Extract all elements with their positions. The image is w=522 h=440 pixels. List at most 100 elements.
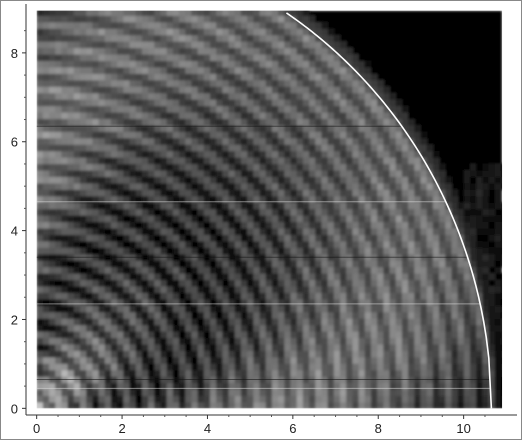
heatmap-cell (247, 266, 254, 274)
heatmap-cell (370, 266, 378, 274)
heatmap-cell (253, 10, 261, 16)
heatmap-cell (321, 221, 329, 229)
heatmap-cell (253, 311, 261, 319)
heatmap-cell (197, 105, 205, 113)
heatmap-cell (259, 401, 267, 409)
heatmap-cell (302, 298, 310, 306)
heatmap-cell (92, 305, 100, 313)
heatmap-cell (191, 137, 199, 145)
heatmap-cell (117, 157, 124, 165)
heatmap-cell (284, 395, 292, 403)
heatmap-cell (296, 292, 304, 300)
heatmap-cell (370, 350, 378, 358)
heatmap-cell (278, 118, 285, 126)
heatmap-cell (290, 202, 298, 210)
heatmap-cell (98, 105, 106, 113)
heatmap-cell (296, 221, 304, 229)
heatmap-cell (321, 350, 329, 358)
heatmap-cell (67, 10, 75, 16)
heatmap-cell (259, 202, 267, 210)
heatmap-cell (271, 53, 279, 62)
heatmap-cell (80, 221, 87, 229)
heatmap-cell (49, 79, 56, 87)
heatmap-cell (36, 279, 44, 287)
heatmap-cell (197, 137, 205, 145)
heatmap-cell (265, 356, 273, 364)
heatmap-cell (389, 150, 397, 158)
arc-overlay (285, 12, 493, 409)
heatmap-cell (271, 105, 279, 113)
heatmap-cell (302, 305, 310, 313)
heatmap-cell (49, 337, 56, 345)
heatmap-cell (247, 150, 254, 158)
heatmap-cell (259, 324, 267, 332)
heatmap-cell (500, 182, 503, 190)
heatmap-cell (457, 395, 465, 403)
heatmap-cell (259, 99, 267, 107)
heatmap-cell (439, 169, 446, 177)
heatmap-cell (160, 15, 168, 23)
heatmap-cell (73, 337, 81, 345)
heatmap-cell (383, 92, 391, 100)
heatmap-cell (315, 66, 323, 74)
heatmap-cell (278, 10, 285, 16)
heatmap-cell (271, 176, 279, 184)
heatmap-cell (141, 169, 149, 177)
heatmap-cell (129, 163, 137, 171)
heatmap-cell (358, 401, 366, 409)
heatmap-cell (222, 131, 230, 139)
heatmap-cell (129, 298, 137, 306)
heatmap-cell (104, 369, 112, 377)
heatmap-cell (92, 137, 100, 145)
heatmap-cell (148, 382, 155, 390)
heatmap-cell (123, 318, 131, 326)
heatmap-cell (389, 273, 397, 281)
heatmap-cell (110, 99, 118, 107)
heatmap-cell (92, 208, 100, 216)
heatmap-cell (352, 150, 360, 158)
heatmap-cell (104, 34, 112, 42)
heatmap-cell (265, 215, 273, 223)
heatmap-cell (259, 273, 267, 281)
heatmap-cell (110, 105, 118, 113)
heatmap-cell (321, 41, 329, 49)
heatmap-cell (117, 10, 124, 16)
heatmap-cell (148, 157, 155, 165)
heatmap-cell (290, 137, 298, 145)
heatmap-cell (67, 176, 75, 184)
heatmap-cell (296, 195, 304, 203)
heatmap-cell (129, 273, 137, 281)
heatmap-cell (333, 395, 341, 403)
heatmap-cell (340, 144, 347, 152)
heatmap-cell (352, 273, 360, 281)
heatmap-cell (247, 34, 254, 42)
heatmap-cell (216, 60, 223, 68)
heatmap-cell (179, 382, 186, 390)
heatmap-cell (36, 150, 44, 158)
heatmap-cell (414, 350, 422, 358)
heatmap-cell (86, 260, 93, 268)
heatmap-cell (222, 337, 230, 345)
heatmap-cell (123, 324, 131, 332)
heatmap-cell (445, 363, 453, 371)
heatmap-cell (228, 260, 236, 268)
heatmap-cell (80, 163, 87, 171)
heatmap-cell (154, 389, 162, 397)
heatmap-cell (377, 273, 384, 281)
heatmap-cell (117, 124, 124, 132)
heatmap-cell (210, 21, 217, 29)
heatmap-cell (426, 202, 434, 210)
heatmap-cell (309, 189, 316, 197)
heatmap-cell (216, 28, 223, 36)
heatmap-cell (216, 66, 223, 74)
heatmap-cell (129, 356, 137, 364)
heatmap-cell (191, 131, 199, 139)
heatmap-cell (482, 324, 490, 332)
heatmap-cell (92, 79, 100, 87)
heatmap-cell (321, 356, 329, 364)
heatmap-cell (110, 157, 118, 165)
heatmap-cell (42, 86, 50, 94)
heatmap-cell (42, 41, 50, 49)
heatmap-cell (321, 318, 329, 326)
heatmap-cell (228, 182, 236, 190)
